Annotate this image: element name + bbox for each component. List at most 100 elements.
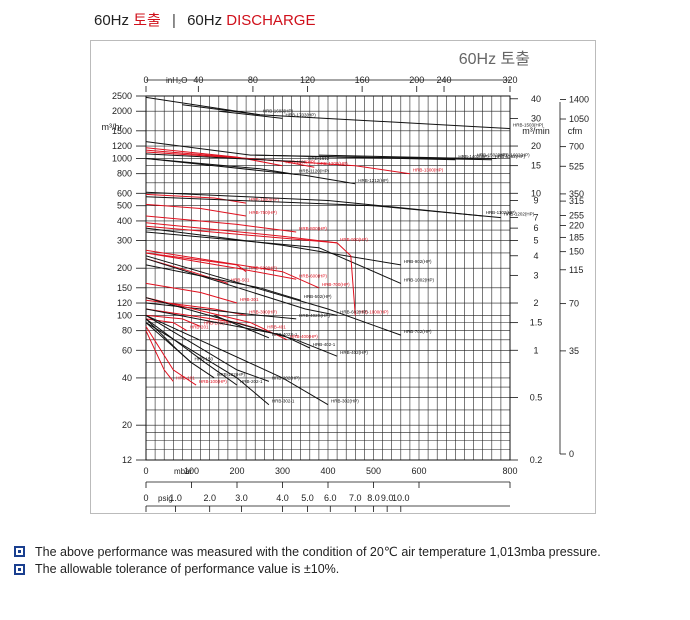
- series-line: [145, 282, 238, 304]
- x-bottom-tick-label: 300: [275, 466, 290, 476]
- series-line: [145, 158, 297, 175]
- series-line: [145, 255, 401, 336]
- y-right1-tick-label: 9: [533, 195, 538, 205]
- series-line: [145, 231, 401, 284]
- series-line: [145, 153, 306, 163]
- x-psig-tick-label: 0: [143, 493, 148, 503]
- series-line: [145, 322, 270, 406]
- series-label: HRB-1100(HP): [249, 197, 279, 202]
- series-line: [145, 225, 356, 316]
- series-line: [145, 330, 174, 382]
- series-label: HRB-1002(HP): [404, 277, 435, 282]
- series-line: [145, 308, 311, 349]
- x-top-tick-label: 40: [193, 75, 203, 85]
- x-top-tick-label: 320: [502, 75, 517, 85]
- x-bottom-tick-label: 600: [411, 466, 426, 476]
- x-bottom-tick-label: 200: [229, 466, 244, 476]
- y-left-tick-label: 2500: [112, 91, 132, 101]
- series-label: HRB-1703(HP): [286, 112, 317, 117]
- x-psig-tick-label: 2.0: [203, 493, 216, 503]
- y-right2-tick-label: 220: [569, 221, 584, 231]
- series-label: HRB-1200(HP): [317, 161, 348, 166]
- y-left-tick-label: 800: [117, 169, 132, 179]
- y-right2-tick-label: 35: [569, 346, 579, 356]
- x-top-tick-label: 160: [355, 75, 370, 85]
- series-label: HRB-300(HP): [249, 309, 277, 314]
- series-label: HRB-302-1: [272, 399, 295, 404]
- y-right2-tick-label: 525: [569, 161, 584, 171]
- note-row: The allowable tolerance of performance v…: [14, 560, 601, 578]
- x-bottom-tick-label: 500: [366, 466, 381, 476]
- series-label: HRB-1402(HP): [458, 154, 489, 159]
- series-line: [145, 314, 201, 327]
- series-label: HRB-750(HP): [249, 210, 277, 215]
- y-right2-tick-label: 1400: [569, 94, 589, 104]
- series-line: [145, 326, 197, 386]
- y-right1-tick-label: 10: [531, 188, 541, 198]
- x-top-tick-label: 120: [300, 75, 315, 85]
- series-label: HRB-1000(HP): [358, 309, 389, 314]
- series-line: [145, 158, 356, 185]
- y-left-tick-label: 20: [122, 420, 132, 430]
- series-label: HRB-800(HP): [299, 226, 327, 231]
- series-label: HRB-1302(HP): [495, 154, 526, 159]
- y-left-tick-label: 300: [117, 236, 132, 246]
- series-label: HRB-402S-1: [272, 332, 298, 337]
- y-left-tick-label: 2000: [112, 106, 132, 116]
- x-psig-tick-label: 3.0: [235, 493, 248, 503]
- y-right1-tick-label: 3: [533, 270, 538, 280]
- title-right: 60Hz: [187, 12, 223, 29]
- y-left-tick-label: 12: [122, 455, 132, 465]
- series-line: [145, 318, 188, 332]
- series-label: HRB-301: [240, 297, 259, 302]
- x-bottom-tick-label: 400: [320, 466, 335, 476]
- series-label: HRB-401: [267, 325, 286, 330]
- y-left-tick-label: 150: [117, 283, 132, 293]
- x-psig-tick-label: 9.0: [381, 493, 394, 503]
- y-left-tick-label: 1000: [112, 153, 132, 163]
- y-left-tick-label: 1500: [112, 126, 132, 136]
- series-line: [182, 104, 260, 116]
- series-line: [145, 191, 483, 217]
- series-line: [145, 203, 247, 217]
- series-label: HRB-1300(HP): [413, 168, 444, 173]
- series-label: HRB-302(HP): [331, 399, 359, 404]
- x-psig-tick-label: 6.0: [324, 493, 337, 503]
- x-top-axis-label: inH₂O: [166, 76, 187, 85]
- x-psig-tick-label: 5.0: [301, 493, 314, 503]
- x-psig-tick-label: 1.0: [169, 493, 182, 503]
- title-separator: |: [171, 12, 176, 29]
- x-top-tick-label: 200: [409, 75, 424, 85]
- series-label: HRB-150: [195, 357, 214, 362]
- y-right2-tick-label: 0: [569, 449, 574, 459]
- series-line: [145, 227, 401, 266]
- y-right1-tick-label: 1: [533, 345, 538, 355]
- series-label: HRB-201: [190, 325, 209, 330]
- series-label: HRB-400(HP): [290, 334, 318, 339]
- series-label: HRB-702(HP): [404, 329, 432, 334]
- series-label: HRB-502(HP): [304, 294, 332, 299]
- y-left-tick-label: 100: [117, 310, 132, 320]
- y-right1-tick-label: 0.2: [530, 455, 543, 465]
- y-right2-axis-label: cfm: [568, 126, 583, 136]
- chart-title: 60Hz 토출: [459, 50, 530, 68]
- y-right1-tick-label: 30: [531, 113, 541, 123]
- series-line: [145, 193, 247, 204]
- y-left-tick-label: 500: [117, 201, 132, 211]
- series-line: [145, 297, 338, 357]
- y-right2-tick-label: 350: [569, 189, 584, 199]
- series-line: [145, 299, 247, 316]
- series-line: [337, 156, 497, 159]
- plot-border: [145, 95, 511, 461]
- y-right1-tick-label: 40: [531, 94, 541, 104]
- y-right2-tick-label: 255: [569, 210, 584, 220]
- y-right1-tick-label: 4: [533, 251, 538, 261]
- series-line: [145, 264, 301, 301]
- y-right1-tick-label: 1.5: [530, 318, 543, 328]
- page-title: 60Hz 토출 | 60Hz DISCHARGE: [94, 9, 315, 30]
- note-text: The above performance was measured with …: [35, 544, 601, 559]
- y-right2-tick-label: 70: [569, 299, 579, 309]
- y-left-tick-label: 600: [117, 188, 132, 198]
- series-line: [145, 249, 320, 289]
- series-label: HRB-202(HP): [272, 375, 300, 380]
